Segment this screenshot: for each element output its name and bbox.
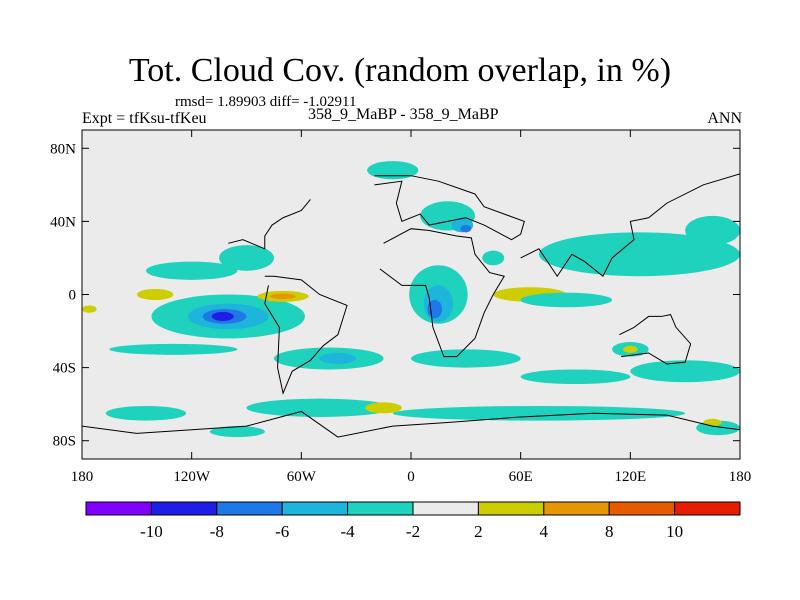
y-tick-label: 80N [50,141,76,157]
anomaly-region [520,369,631,385]
colorbar-label: -10 [140,522,163,541]
anomaly-region [630,360,740,383]
anomaly-region [105,405,187,421]
colorbar-swatch [85,501,152,516]
coastline [228,199,311,250]
colorbar-swatch [608,501,676,516]
x-tick-label: 180 [729,469,752,485]
anomaly-region [211,311,234,322]
colorbar-swatch [674,501,741,516]
x-tick-label: 120E [614,469,646,485]
anomaly-region [460,225,472,233]
coastline [619,314,692,365]
anomaly-region [703,418,722,427]
anomaly-region [109,343,238,355]
coastline [82,410,740,438]
colorbar-label: 10 [666,522,683,541]
colorbar-swatch [412,501,479,516]
anomaly-region [367,161,419,180]
anomaly-region [219,245,274,271]
anomaly-region [482,250,505,266]
anomaly-region [392,405,686,421]
colorbar-swatch [347,501,414,516]
anomaly-region [209,426,265,438]
coastline [379,228,505,358]
anomaly-region [82,305,97,313]
x-tick-label: 180 [71,469,94,485]
y-tick-label: 80S [53,434,76,450]
colorbar-label: -2 [406,522,420,541]
colorbar-swatch [281,501,349,516]
y-tick-label: 40N [50,214,76,230]
anomaly-region [145,261,238,280]
y-tick-label: 40S [53,361,76,377]
anomaly-region [685,215,740,246]
colorbar-swatch [216,501,283,516]
anomaly-region [520,292,613,308]
colorbar-swatch [543,501,610,516]
anomaly-layer [82,161,740,438]
colorbar-swatch [150,501,218,516]
coastline [520,173,740,278]
x-tick-label: 120W [173,469,211,485]
colorbar-label: -8 [210,522,224,541]
x-tick-label: 60W [287,469,317,485]
center-subtitle: 358_9_MaBP - 358_9_MaBP [308,106,499,123]
anomaly-region [593,241,631,257]
colorbar-label: 4 [540,522,549,541]
stats-line: rmsd= 1.89903 diff= -1.02911 [175,94,357,110]
colorbar-swatch [477,501,545,516]
anomaly-region [623,345,638,353]
chart-title: Tot. Cloud Cov. (random overlap, in %) [128,52,672,89]
anomaly-region [246,398,393,417]
colorbar-label: -4 [341,522,356,541]
x-tick-label: 60E [509,469,533,485]
colorbar-label: 8 [605,522,614,541]
anomaly-region [365,402,402,414]
y-tick-label: 0 [69,288,77,304]
coastline [264,275,348,395]
anomaly-region [270,293,296,300]
experiment-label: Expt = tfKsu-tfKeu [82,110,207,127]
anomaly-region [319,352,357,364]
coastline [374,175,525,241]
season-label: ANN [707,110,742,127]
x-tick-label: 0 [407,469,415,485]
anomaly-region [136,289,174,300]
colorbar-label: 2 [474,522,483,541]
anomaly-region [411,349,521,368]
colorbar-label: -6 [275,522,289,541]
